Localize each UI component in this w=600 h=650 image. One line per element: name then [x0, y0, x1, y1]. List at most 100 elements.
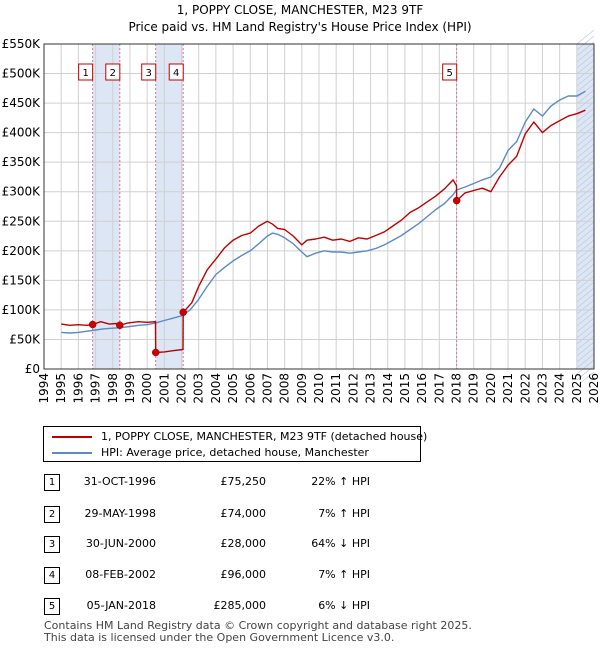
sale-date: 08-FEB-2002	[85, 568, 156, 581]
hatch-line	[576, 365, 595, 381]
sale-marker	[452, 196, 461, 205]
sale-marker	[88, 320, 97, 329]
legend-label-hpi: HPI: Average price, detached house, Manc…	[101, 446, 369, 459]
x-tick-label: 2026	[587, 373, 600, 404]
sale-hpi-diff: 64% ↓ HPI	[311, 537, 370, 550]
x-tick-label: 2003	[192, 373, 206, 404]
sale-row: 2 29-MAY-1998 £74,000 7% ↑ HPI	[0, 504, 600, 524]
marker-label: 3	[146, 68, 152, 79]
sale-date: 05-JAN-2018	[86, 599, 156, 612]
x-tick-label: 1999	[123, 373, 137, 404]
legend-label-property: 1, POPPY CLOSE, MANCHESTER, M23 9TF (det…	[101, 430, 428, 443]
hatch-line	[576, 215, 595, 231]
sale-number-badge: 4	[44, 567, 60, 584]
x-tick-label: 2015	[398, 373, 412, 404]
y-tick-label: £250K	[2, 214, 42, 228]
hatch-line	[576, 293, 595, 309]
hatch-line	[576, 107, 595, 123]
sale-date: 31-OCT-1996	[83, 475, 156, 488]
x-tick-label: 2000	[140, 373, 154, 404]
sale-row: 1 31-OCT-1996 £75,250 22% ↑ HPI	[0, 472, 600, 492]
hatch-line	[576, 251, 595, 267]
x-tick-label: 2018	[450, 373, 464, 404]
shaded-period	[92, 44, 120, 369]
hatch-line	[576, 299, 595, 315]
marker-label: 2	[110, 68, 116, 79]
hatch-line	[576, 65, 595, 81]
y-tick-label: £300K	[2, 185, 42, 199]
sale-date: 30-JUN-2000	[85, 537, 156, 550]
hatch-line	[576, 323, 595, 339]
hatch-line	[576, 47, 595, 63]
hatch-line	[576, 149, 595, 165]
hatch-line	[576, 359, 595, 375]
x-tick-label: 2023	[535, 373, 549, 404]
x-tick-label: 1996	[71, 373, 85, 404]
x-tick-label: 2014	[381, 373, 395, 404]
x-tick-label: 2016	[415, 373, 429, 404]
x-tick-label: 2004	[209, 373, 223, 404]
sale-marker	[179, 308, 187, 317]
footer-line-copyright: Contains HM Land Registry data © Crown c…	[44, 619, 472, 632]
plot-frame	[43, 43, 595, 370]
chart-legend: 1, POPPY CLOSE, MANCHESTER, M23 9TF (det…	[43, 426, 427, 462]
series-line-property	[61, 109, 586, 354]
sale-date: 29-MAY-1998	[84, 507, 156, 520]
shaded-period	[576, 44, 594, 369]
x-tick-label: 2021	[501, 373, 515, 404]
x-tick-label: 1998	[106, 373, 120, 404]
sale-row: 3 30-JUN-2000 £28,000 64% ↓ HPI	[0, 534, 600, 554]
sale-number-badge: 3	[44, 536, 60, 553]
hatch-line	[576, 257, 595, 273]
hatch-line	[576, 269, 595, 285]
x-tick-label: 2010	[312, 373, 326, 404]
hatch-line	[576, 155, 595, 171]
x-tick-label: 2006	[243, 373, 257, 404]
hatch-line	[576, 167, 595, 183]
series-line-hpi	[61, 90, 586, 334]
sale-price: £28,000	[220, 537, 267, 550]
hatch-line	[576, 353, 595, 369]
hatch-line	[576, 113, 595, 129]
y-tick-label: £550K	[2, 37, 42, 51]
hatch-line	[576, 335, 595, 351]
hatch-line	[576, 197, 595, 213]
hatch-line	[576, 191, 595, 207]
marker-label-box	[442, 63, 458, 81]
hatch-line	[576, 233, 595, 249]
sale-number-badge: 2	[44, 506, 60, 523]
x-tick-label: 2012	[346, 373, 360, 404]
hatch-line	[576, 131, 595, 147]
hatch-line	[576, 227, 595, 243]
hatch-line	[576, 161, 595, 177]
hatch-line	[576, 35, 595, 51]
hatch-line	[576, 329, 595, 345]
x-tick-label: 2005	[226, 373, 240, 404]
x-tick-label: 1994	[37, 373, 51, 404]
hatch-line	[576, 341, 595, 357]
marker-label: 1	[82, 68, 88, 79]
hatch-line	[576, 275, 595, 291]
hatch-line	[576, 245, 595, 261]
sale-hpi-diff: 7% ↑ HPI	[318, 568, 370, 581]
y-tick-label: £0	[25, 362, 40, 376]
sale-marker	[151, 348, 160, 357]
sales-table: 1 31-OCT-1996 £75,250 22% ↑ HPI 2 29-MAY…	[0, 470, 600, 620]
marker-label: 4	[173, 68, 179, 79]
hatch-line	[576, 119, 595, 135]
hatch-line	[576, 101, 595, 117]
hatch-line	[576, 89, 595, 105]
x-tick-label: 2024	[553, 373, 567, 404]
hatch-line	[576, 59, 595, 75]
hatch-line	[576, 221, 595, 237]
sale-row: 5 05-JAN-2018 £285,000 6% ↓ HPI	[0, 596, 600, 616]
y-tick-label: £500K	[2, 67, 42, 81]
footer-attribution: Contains HM Land Registry data © Crown c…	[44, 620, 472, 644]
x-tick-label: 2019	[467, 373, 481, 404]
sale-price: £74,000	[220, 507, 267, 520]
sale-hpi-diff: 7% ↑ HPI	[318, 507, 370, 520]
x-tick-label: 2009	[295, 373, 309, 404]
x-tick-label: 2022	[518, 373, 532, 404]
hatch-line	[576, 83, 595, 99]
hatch-line	[576, 53, 595, 69]
